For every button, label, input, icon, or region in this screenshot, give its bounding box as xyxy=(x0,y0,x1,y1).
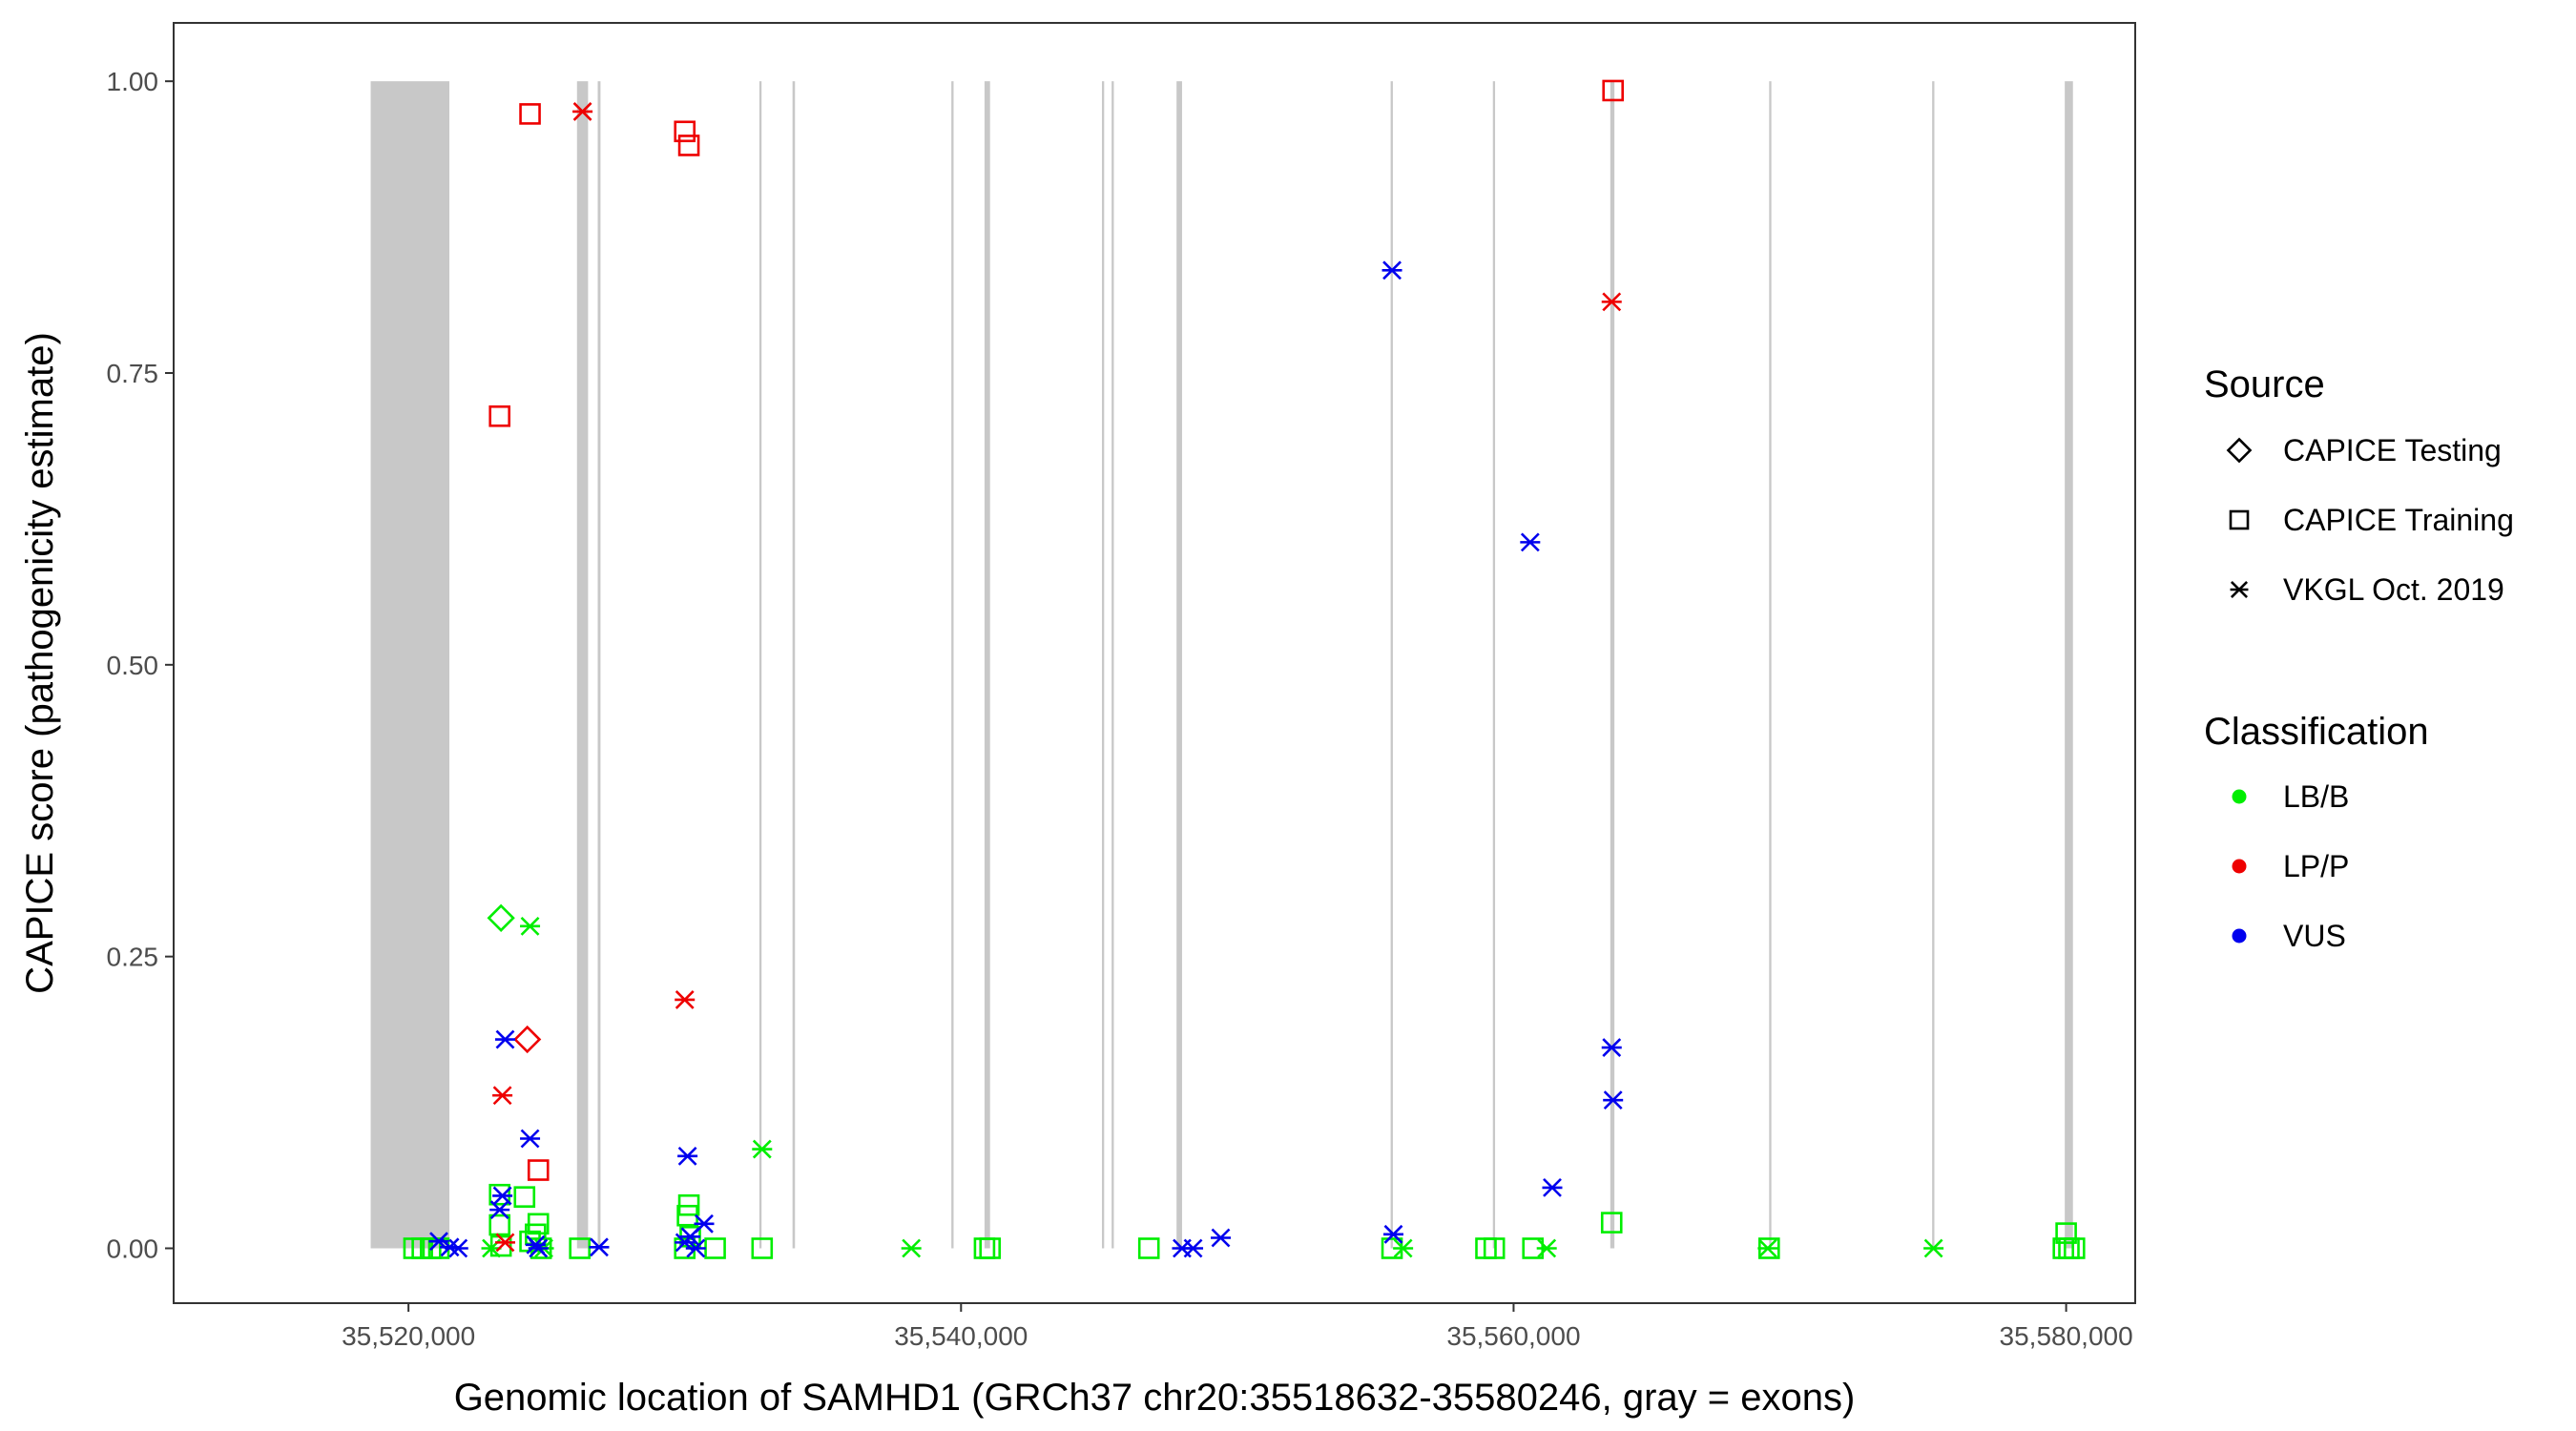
data-point xyxy=(494,1233,515,1253)
data-point xyxy=(447,1238,468,1258)
data-point xyxy=(1210,1228,1231,1248)
exon-band xyxy=(951,81,954,1249)
legend-label-classification: VUS xyxy=(2283,919,2346,953)
legend-label-source: CAPICE Testing xyxy=(2283,433,2502,467)
data-point xyxy=(1520,532,1541,552)
data-point xyxy=(513,1025,542,1054)
data-point xyxy=(488,404,511,427)
data-point xyxy=(492,1186,513,1206)
data-point xyxy=(528,1238,549,1258)
data-point xyxy=(1923,1238,1944,1258)
plot-panel-border xyxy=(173,22,2136,1304)
data-point xyxy=(674,120,696,143)
x-tick-label: 35,540,000 xyxy=(894,1321,1028,1351)
data-point xyxy=(520,1129,541,1149)
y-tick-label: 0.25 xyxy=(107,943,159,972)
data-point xyxy=(527,1159,550,1181)
data-point xyxy=(1542,1177,1563,1197)
data-point xyxy=(685,1238,706,1258)
legend-key-diamond xyxy=(2226,437,2253,464)
data-point xyxy=(520,916,541,936)
data-point xyxy=(677,135,700,156)
data-point xyxy=(1757,1238,1778,1258)
data-point xyxy=(572,102,593,121)
data-points-layer xyxy=(403,79,2086,1259)
data-point xyxy=(1382,1224,1403,1244)
exon-band xyxy=(1111,81,1114,1249)
y-tick-label: 0.75 xyxy=(107,359,159,388)
data-point xyxy=(1483,1237,1506,1259)
data-point xyxy=(1536,1238,1557,1258)
exon-band xyxy=(1610,81,1615,1249)
data-point xyxy=(2063,1237,2086,1259)
data-point xyxy=(1600,1212,1623,1234)
legend-label-classification: LB/B xyxy=(2283,779,2349,814)
data-point xyxy=(1393,1238,1414,1258)
data-point xyxy=(901,1238,922,1258)
exon-band xyxy=(984,81,990,1249)
legend-key-square xyxy=(2229,509,2250,530)
legend-label-source: CAPICE Training xyxy=(2283,503,2514,537)
exon-band xyxy=(792,81,796,1249)
data-point xyxy=(1183,1238,1204,1258)
exon-band xyxy=(1390,81,1393,1249)
data-point xyxy=(1601,292,1622,312)
data-point xyxy=(1602,79,1624,102)
x-tick-label: 35,520,000 xyxy=(342,1321,475,1351)
data-point xyxy=(488,1213,511,1236)
data-point xyxy=(1603,1090,1624,1110)
exon-band xyxy=(758,81,762,1249)
data-point xyxy=(677,1146,698,1166)
data-point xyxy=(2055,1222,2077,1244)
legend-key-color xyxy=(2232,789,2247,804)
data-point xyxy=(1601,1038,1622,1058)
data-point xyxy=(492,1086,513,1106)
legend-label-classification: LP/P xyxy=(2283,849,2349,883)
data-point xyxy=(494,1029,515,1049)
x-tick-label: 35,580,000 xyxy=(2000,1321,2133,1351)
data-point xyxy=(979,1237,1001,1259)
exon-band xyxy=(1176,81,1182,1249)
legend-source-items: CAPICE Testing CAPICE Training VKGL Oct. 2… xyxy=(2226,433,2514,607)
data-point xyxy=(704,1237,726,1259)
data-point xyxy=(489,1234,512,1257)
legend-classification-items: LB/B LP/P VUS xyxy=(2232,779,2349,953)
data-point xyxy=(589,1237,610,1257)
legend: Source CAPICE Testing CAPICE Training VKGL… xyxy=(2204,363,2514,953)
data-point xyxy=(1137,1237,1160,1259)
legend-key-color xyxy=(2232,859,2247,874)
data-point xyxy=(973,1237,996,1259)
data-point xyxy=(1381,260,1402,280)
data-point xyxy=(752,1139,773,1159)
data-point xyxy=(1475,1237,1497,1259)
legend-key-asterisk xyxy=(2230,580,2249,599)
data-point xyxy=(489,1200,510,1220)
y-axis-title: CAPICE score (pathogenicity estimate) xyxy=(19,332,61,994)
legend-title-classification: Classification xyxy=(2204,711,2429,753)
exon-band xyxy=(1492,81,1496,1249)
exon-band xyxy=(1101,81,1105,1249)
exon-band xyxy=(576,81,589,1249)
legend-key-color xyxy=(2232,928,2247,944)
data-point xyxy=(675,990,696,1009)
legend-label-source: VKGL Oct. 2019 xyxy=(2283,572,2504,607)
exon-band xyxy=(1932,81,1935,1249)
exon-band xyxy=(1769,81,1772,1249)
legend-title-source: Source xyxy=(2204,363,2325,405)
y-tick-label: 1.00 xyxy=(107,67,159,96)
data-point xyxy=(751,1237,774,1259)
x-axis-title: Genomic location of SAMHD1 (GRCh37 chr20… xyxy=(454,1377,1856,1419)
exon-band xyxy=(2065,81,2073,1249)
axes-layer: 35,520,000 35,540,000 35,560,000 35,580,000… xyxy=(107,67,2133,1351)
exon-layer xyxy=(370,81,2073,1249)
exon-band xyxy=(370,81,449,1249)
data-point xyxy=(513,1186,536,1208)
exon-band xyxy=(597,81,601,1249)
y-tick-label: 0.00 xyxy=(107,1234,159,1264)
y-tick-label: 0.50 xyxy=(107,651,159,680)
data-point xyxy=(519,103,541,125)
data-point xyxy=(487,903,515,932)
x-tick-label: 35,560,000 xyxy=(1446,1321,1580,1351)
